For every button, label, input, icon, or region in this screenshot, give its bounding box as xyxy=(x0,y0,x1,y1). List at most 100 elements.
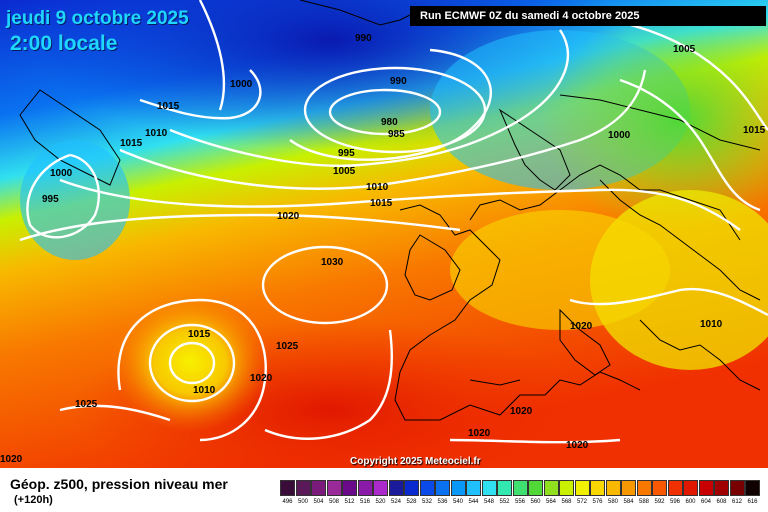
scale-label: 504 xyxy=(313,499,324,505)
scale-swatch xyxy=(326,480,342,496)
scale-label: 496 xyxy=(282,499,293,505)
scale-swatch xyxy=(729,480,745,496)
pressure-label: 995 xyxy=(338,148,355,159)
pressure-label: 1015 xyxy=(370,198,393,209)
pressure-label: 1010 xyxy=(366,182,389,193)
scale-swatch xyxy=(559,480,574,496)
pressure-label: 1000 xyxy=(608,130,631,141)
pressure-label: 1015 xyxy=(157,101,180,112)
scale-label: 568 xyxy=(561,499,572,505)
pressure-label: 1010 xyxy=(145,128,168,139)
scale-label: 548 xyxy=(483,499,494,505)
scale-swatch xyxy=(543,480,559,496)
scale-label: 556 xyxy=(514,499,525,505)
coastlines xyxy=(19,0,761,421)
scale-swatch xyxy=(311,480,326,496)
scale-swatch xyxy=(652,480,667,496)
scale-swatch xyxy=(466,480,481,496)
legend-title: Géop. z500, pression niveau mer xyxy=(10,476,228,492)
scale-swatch xyxy=(512,480,528,496)
scale-label: 544 xyxy=(468,499,479,505)
pressure-labels: 990 990 1000 1015 1010 1015 1000 995 980… xyxy=(0,33,766,465)
scale-swatch xyxy=(280,480,295,496)
scale-swatch xyxy=(357,480,373,496)
pressure-label: 1020 xyxy=(277,211,300,222)
pressure-label: 1005 xyxy=(333,166,356,177)
pressure-label: 1015 xyxy=(188,329,211,340)
weather-map: 990 990 1000 1015 1010 1015 1000 995 980… xyxy=(0,0,768,468)
scale-label: 588 xyxy=(638,499,649,505)
pressure-label: 985 xyxy=(388,129,405,140)
pressure-label: 1015 xyxy=(743,125,766,136)
scale-label: 608 xyxy=(716,499,727,505)
scale-label: 604 xyxy=(700,499,711,505)
scale-swatch xyxy=(683,480,698,496)
scale-swatch xyxy=(342,480,357,496)
scale-swatch xyxy=(621,480,636,496)
model-run-label: Run ECMWF 0Z du samedi 4 octobre 2025 xyxy=(410,6,766,26)
scale-swatch xyxy=(404,480,419,496)
scale-label: 524 xyxy=(390,499,401,505)
pressure-label: 1005 xyxy=(673,44,696,55)
pressure-label: 1025 xyxy=(276,341,299,352)
legend-footer: Géop. z500, pression niveau mer (+120h) … xyxy=(0,468,768,512)
pressure-label: 1015 xyxy=(120,138,143,149)
scale-label: 540 xyxy=(452,499,463,505)
scale-swatch xyxy=(528,480,543,496)
scale-swatch xyxy=(714,480,729,496)
scale-label: 564 xyxy=(545,499,556,505)
pressure-label: 1000 xyxy=(50,168,73,179)
geopotential-map-canvas: 990 990 1000 1015 1010 1015 1000 995 980… xyxy=(0,0,768,468)
pressure-label: 1020 xyxy=(250,373,273,384)
scale-label: 500 xyxy=(297,499,308,505)
pressure-label: 1020 xyxy=(0,454,23,465)
scale-label: 560 xyxy=(530,499,541,505)
scale-swatch xyxy=(295,480,311,496)
scale-label: 576 xyxy=(592,499,603,505)
scale-label: 596 xyxy=(669,499,680,505)
scale-swatch xyxy=(419,480,435,496)
scale-swatch xyxy=(497,480,512,496)
scale-swatch xyxy=(435,480,450,496)
scale-swatch xyxy=(574,480,590,496)
scale-label: 512 xyxy=(344,499,355,505)
pressure-label: 990 xyxy=(390,76,407,87)
forecast-date: jeudi 9 octobre 2025 xyxy=(6,8,189,29)
scale-label: 520 xyxy=(375,499,386,505)
scale-label: 612 xyxy=(731,499,742,505)
scale-label: 528 xyxy=(406,499,417,505)
scale-swatch xyxy=(636,480,652,496)
scale-swatch xyxy=(590,480,605,496)
pressure-label: 1010 xyxy=(700,319,723,330)
pressure-label: 1010 xyxy=(193,385,216,396)
scale-swatch xyxy=(481,480,497,496)
pressure-label: 1025 xyxy=(75,399,98,410)
scale-swatch xyxy=(698,480,714,496)
scale-label: 584 xyxy=(623,499,634,505)
scale-label: 536 xyxy=(437,499,448,505)
scale-label: 616 xyxy=(747,499,758,505)
pressure-label: 1030 xyxy=(321,257,344,268)
scale-swatch xyxy=(745,480,760,496)
pressure-label: 1020 xyxy=(510,406,533,417)
pressure-label: 980 xyxy=(381,117,398,128)
scale-label: 532 xyxy=(421,499,432,505)
scale-swatch xyxy=(667,480,683,496)
pressure-label: 1020 xyxy=(570,321,593,332)
scale-swatch xyxy=(605,480,621,496)
pressure-label: 1000 xyxy=(230,79,253,90)
legend-subtitle: (+120h) xyxy=(14,494,53,506)
scale-label: 580 xyxy=(607,499,618,505)
scale-label: 592 xyxy=(654,499,665,505)
scale-swatch xyxy=(388,480,404,496)
scale-label: 600 xyxy=(685,499,696,505)
scale-label: 516 xyxy=(359,499,370,505)
scale-swatch xyxy=(373,480,388,496)
scale-label: 552 xyxy=(499,499,510,505)
isobars xyxy=(19,0,768,444)
pressure-label: 1020 xyxy=(468,428,491,439)
pressure-label: 1020 xyxy=(566,440,589,451)
scale-label: 572 xyxy=(576,499,587,505)
scale-label: 508 xyxy=(328,499,339,505)
pressure-label: 990 xyxy=(355,33,372,44)
